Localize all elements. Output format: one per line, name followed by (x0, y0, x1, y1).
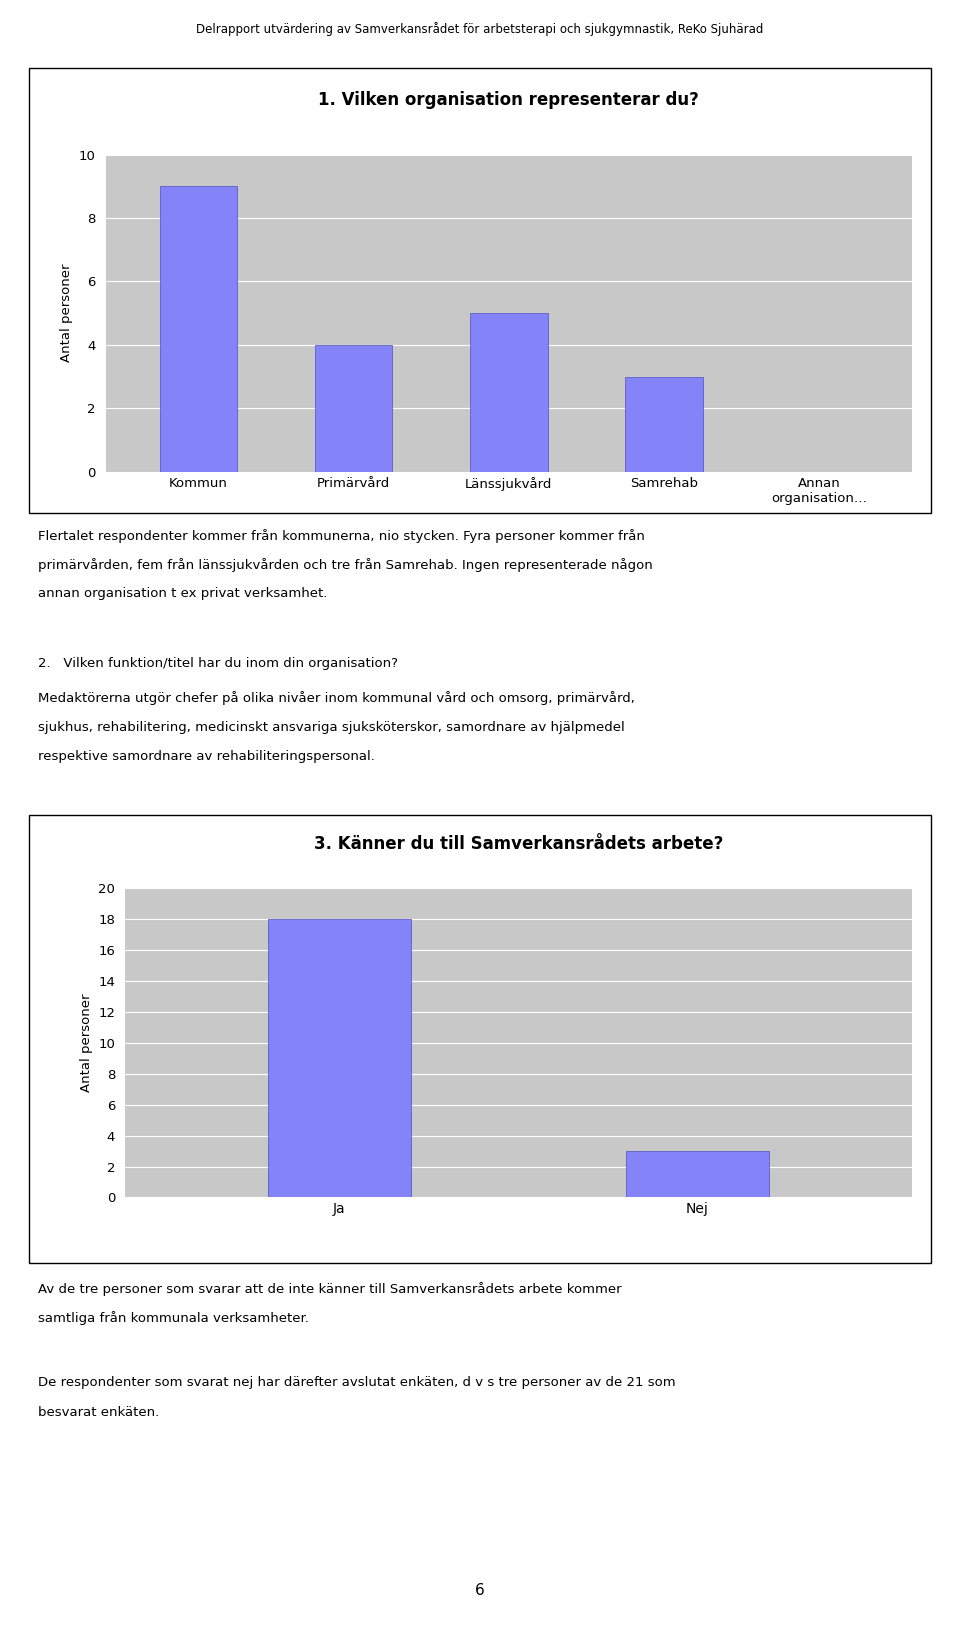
Bar (470, 314, 547, 472)
Y-axis label: Antal personer: Antal personer (80, 994, 92, 1092)
Text: 6: 6 (475, 1583, 485, 1598)
Bar (268, 919, 411, 1197)
Y-axis label: Antal personer: Antal personer (60, 264, 74, 363)
Text: Medaktörerna utgör chefer på olika nivåer inom kommunal vård och omsorg, primärv: Medaktörerna utgör chefer på olika nivåe… (38, 691, 636, 706)
Text: primärvården, fem från länssjukvården och tre från Samrehab. Ingen representerad: primärvården, fem från länssjukvården oc… (38, 558, 653, 573)
Text: samtliga från kommunala verksamheter.: samtliga från kommunala verksamheter. (38, 1311, 309, 1326)
Text: sjukhus, rehabilitering, medicinskt ansvariga sjuksköterskor, samordnare av hjäl: sjukhus, rehabilitering, medicinskt ansv… (38, 721, 625, 734)
Bar (315, 345, 393, 472)
Text: Flertalet respondenter kommer från kommunerna, nio stycken. Fyra personer kommer: Flertalet respondenter kommer från kommu… (38, 529, 645, 543)
Text: 1. Vilken organisation representerar du?: 1. Vilken organisation representerar du? (319, 91, 699, 109)
Text: annan organisation t ex privat verksamhet.: annan organisation t ex privat verksamhe… (38, 587, 327, 600)
Text: Delrapport utvärdering av Samverkansrådet för arbetsterapi och sjukgymnastik, Re: Delrapport utvärdering av Samverkansråde… (196, 21, 764, 36)
Bar (625, 377, 703, 472)
Text: De respondenter som svarat nej har därefter avslutat enkäten, d v s tre personer: De respondenter som svarat nej har däref… (38, 1376, 676, 1389)
Text: 2.   Vilken funktion/titel har du inom din organisation?: 2. Vilken funktion/titel har du inom din… (38, 657, 398, 670)
Text: Av de tre personer som svarar att de inte känner till Samverkansrådets arbete ko: Av de tre personer som svarar att de int… (38, 1282, 622, 1297)
Bar (626, 1152, 769, 1197)
Text: 3. Känner du till Samverkansrådets arbete?: 3. Känner du till Samverkansrådets arbet… (314, 835, 723, 853)
Text: besvarat enkäten.: besvarat enkäten. (38, 1406, 159, 1419)
Bar (160, 187, 237, 472)
Text: respektive samordnare av rehabiliteringspersonal.: respektive samordnare av rehabiliterings… (38, 750, 375, 763)
